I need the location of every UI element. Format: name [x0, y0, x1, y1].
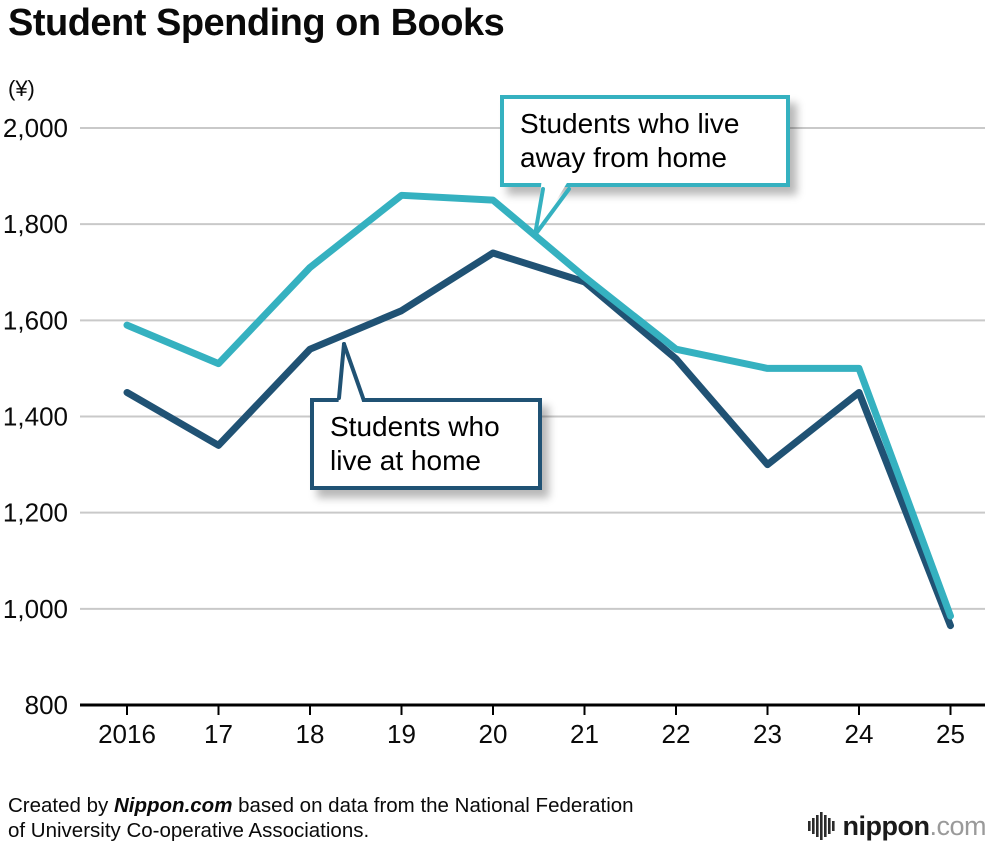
x-tick-label: 18 — [296, 719, 325, 749]
callout-away-pointer — [533, 178, 571, 237]
source-note-suffix: based on data from the National Federati… — [232, 794, 634, 817]
x-tick-label: 17 — [204, 719, 233, 749]
x-tick-label: 24 — [845, 719, 874, 749]
series-line — [123, 191, 954, 620]
logo-name: nippon — [842, 810, 930, 841]
y-tick-label: 800 — [25, 690, 68, 720]
y-tick-label: 1,200 — [3, 498, 68, 528]
y-axis-unit-label: (¥) — [8, 76, 35, 101]
x-tick-label: 25 — [936, 719, 965, 749]
y-tick-label: 1,800 — [3, 209, 68, 239]
y-tick-label: 2,000 — [3, 113, 68, 143]
logo-tld: .com — [929, 810, 986, 841]
nippon-logo: nippon.com — [807, 810, 986, 842]
x-tick-label: 22 — [662, 719, 691, 749]
y-tick-label: 1,400 — [3, 402, 68, 432]
callout-away-from-home: Students who live away from home — [500, 95, 790, 187]
y-tick-label: 1,600 — [3, 305, 68, 335]
source-note-prefix: Created by — [8, 794, 114, 817]
brand-name: Nippon.com — [113, 794, 233, 817]
callout-live-at-home: Students who live at home — [310, 398, 542, 490]
soundbars-icon — [807, 812, 835, 840]
line-chart: 2,000 1,800 1,600 1,400 1,200 1,000 800 2016 17 1… — [3, 113, 985, 749]
source-note-line1: Created by Nippon.com based on data from… — [8, 793, 634, 818]
source-note: Created by Nippon.com based on data from… — [8, 793, 634, 843]
y-tick-label: 1,000 — [3, 594, 68, 624]
callout-home-pointer — [337, 342, 365, 408]
x-tick-label: 19 — [387, 719, 416, 749]
x-tick-label: 2016 — [98, 719, 156, 749]
x-tick-label: 20 — [479, 719, 508, 749]
x-tick-label: 21 — [570, 719, 599, 749]
x-tick-label: 23 — [753, 719, 782, 749]
series-line — [123, 249, 954, 630]
source-note-line2: of University Co-operative Associations. — [8, 819, 370, 842]
chart-title: Student Spending on Books — [8, 2, 505, 44]
